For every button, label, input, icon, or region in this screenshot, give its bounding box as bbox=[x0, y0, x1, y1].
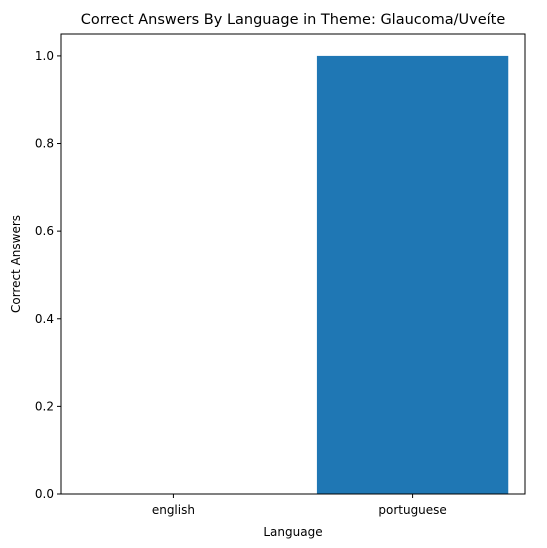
y-tick-label: 0.8 bbox=[35, 137, 54, 151]
x-tick-label: portuguese bbox=[378, 503, 446, 517]
y-axis-label: Correct Answers bbox=[9, 215, 23, 313]
x-axis-label: Language bbox=[263, 525, 322, 539]
y-axis: 0.0 0.2 0.4 0.6 0.8 1.0 bbox=[35, 49, 61, 501]
y-tick-label: 0.4 bbox=[35, 312, 54, 326]
y-tick-label: 0.0 bbox=[35, 487, 54, 501]
bar-portuguese bbox=[317, 56, 508, 494]
x-axis: english portuguese bbox=[152, 494, 447, 517]
y-tick-label: 0.6 bbox=[35, 224, 54, 238]
chart-title: Correct Answers By Language in Theme: Gl… bbox=[81, 12, 506, 28]
y-tick-label: 0.2 bbox=[35, 399, 54, 413]
x-tick-label: english bbox=[152, 503, 195, 517]
y-tick-label: 1.0 bbox=[35, 49, 54, 63]
bars-group bbox=[317, 56, 508, 494]
